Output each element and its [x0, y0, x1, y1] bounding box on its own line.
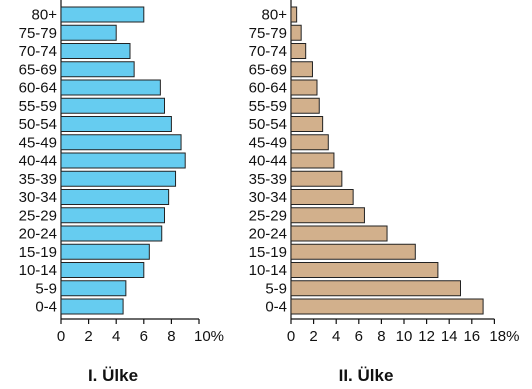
bar-5-9 — [60, 280, 127, 297]
bar-40-44 — [290, 152, 335, 169]
age-group-label: 70-74 — [19, 43, 57, 60]
x-tick-label: 10% — [194, 328, 224, 345]
x-tick-label: 6 — [140, 328, 148, 345]
bar-80+ — [290, 6, 298, 23]
age-group-label: 45-49 — [249, 134, 287, 151]
bar-25-29 — [60, 207, 165, 224]
bar-35-39 — [290, 170, 343, 187]
bar-0-4 — [60, 298, 124, 315]
age-group-label: 0-4 — [265, 299, 287, 316]
age-group-label: 25-29 — [19, 207, 57, 224]
age-group-label: 10-14 — [19, 262, 57, 279]
bar-5-9 — [290, 280, 461, 297]
x-tick-label: 6 — [355, 328, 363, 345]
bar-60-64 — [290, 79, 318, 96]
bar-55-59 — [60, 97, 165, 114]
age-group-label: 30-34 — [249, 189, 287, 206]
age-group-label: 75-79 — [19, 25, 57, 42]
bar-70-74 — [60, 43, 131, 59]
age-group-label: 35-39 — [19, 171, 57, 188]
bar-30-34 — [290, 189, 354, 205]
chart-title: II. Ülke — [339, 366, 394, 385]
age-group-label: 15-19 — [19, 244, 57, 261]
age-group-label: 60-64 — [19, 80, 57, 97]
age-group-label: 5-9 — [265, 280, 287, 297]
bar-10-14 — [290, 262, 439, 278]
x-tick-label: 0 — [287, 328, 295, 345]
bar-65-69 — [290, 61, 313, 78]
bar-30-34 — [60, 189, 170, 205]
bar-15-19 — [60, 243, 150, 260]
age-group-label: 65-69 — [19, 61, 57, 78]
bar-25-29 — [290, 207, 365, 224]
age-group-label: 50-54 — [249, 116, 287, 133]
x-tick-label: 14 — [441, 328, 458, 345]
age-group-label: 0-4 — [35, 299, 57, 316]
age-group-label: 45-49 — [19, 134, 57, 151]
x-tick-label: 4 — [332, 328, 340, 345]
age-group-label: 20-24 — [249, 226, 287, 243]
age-group-label: 10-14 — [249, 262, 287, 279]
x-tick-label: 12 — [418, 328, 435, 345]
age-group-label: 75-79 — [249, 25, 287, 42]
bar-50-54 — [290, 116, 324, 132]
bar-35-39 — [60, 170, 177, 187]
age-group-label: 35-39 — [249, 171, 287, 188]
age-group-label: 30-34 — [19, 189, 57, 206]
chart-panel-country-2: 80+75-7970-7465-6960-6455-5950-5445-4940… — [249, 0, 519, 385]
age-group-label: 70-74 — [249, 43, 287, 60]
bar-60-64 — [60, 79, 161, 96]
age-group-label: 25-29 — [249, 207, 287, 224]
age-group-label: 55-59 — [249, 98, 287, 115]
bar-65-69 — [60, 61, 135, 78]
age-group-label: 55-59 — [19, 98, 57, 115]
x-tick-label: 2 — [84, 328, 92, 345]
bar-45-49 — [290, 134, 329, 151]
bar-40-44 — [60, 152, 186, 169]
x-tick-label: 2 — [309, 328, 317, 345]
bar-70-74 — [290, 43, 307, 59]
chart-panel-country-1: 80+75-7970-7465-6960-6455-5950-5445-4940… — [19, 0, 224, 385]
bar-50-54 — [60, 116, 172, 132]
bar-75-79 — [290, 24, 302, 41]
bar-10-14 — [60, 262, 145, 278]
x-tick-label: 18% — [489, 328, 519, 345]
age-group-label: 5-9 — [35, 280, 57, 297]
bar-80+ — [60, 6, 145, 23]
x-tick-label: 4 — [112, 328, 120, 345]
chart-title: I. Ülke — [88, 366, 138, 385]
age-group-label: 50-54 — [19, 116, 57, 133]
age-group-label: 80+ — [262, 7, 288, 24]
x-tick-label: 0 — [57, 328, 65, 345]
bar-15-19 — [290, 243, 416, 260]
bar-45-49 — [60, 134, 182, 151]
x-tick-label: 8 — [167, 328, 175, 345]
age-group-label: 40-44 — [249, 153, 287, 170]
bar-20-24 — [290, 225, 388, 242]
age-group-label: 60-64 — [249, 80, 287, 97]
bar-0-4 — [290, 298, 484, 315]
bar-75-79 — [60, 24, 117, 41]
age-group-label: 80+ — [32, 7, 58, 24]
age-group-label: 40-44 — [19, 153, 57, 170]
age-group-label: 65-69 — [249, 61, 287, 78]
x-tick-label: 16 — [463, 328, 480, 345]
bar-20-24 — [60, 225, 163, 242]
age-group-label: 15-19 — [249, 244, 287, 261]
bar-55-59 — [290, 97, 320, 114]
age-group-label: 20-24 — [19, 226, 57, 243]
x-tick-label: 8 — [377, 328, 385, 345]
x-tick-label: 10 — [396, 328, 413, 345]
